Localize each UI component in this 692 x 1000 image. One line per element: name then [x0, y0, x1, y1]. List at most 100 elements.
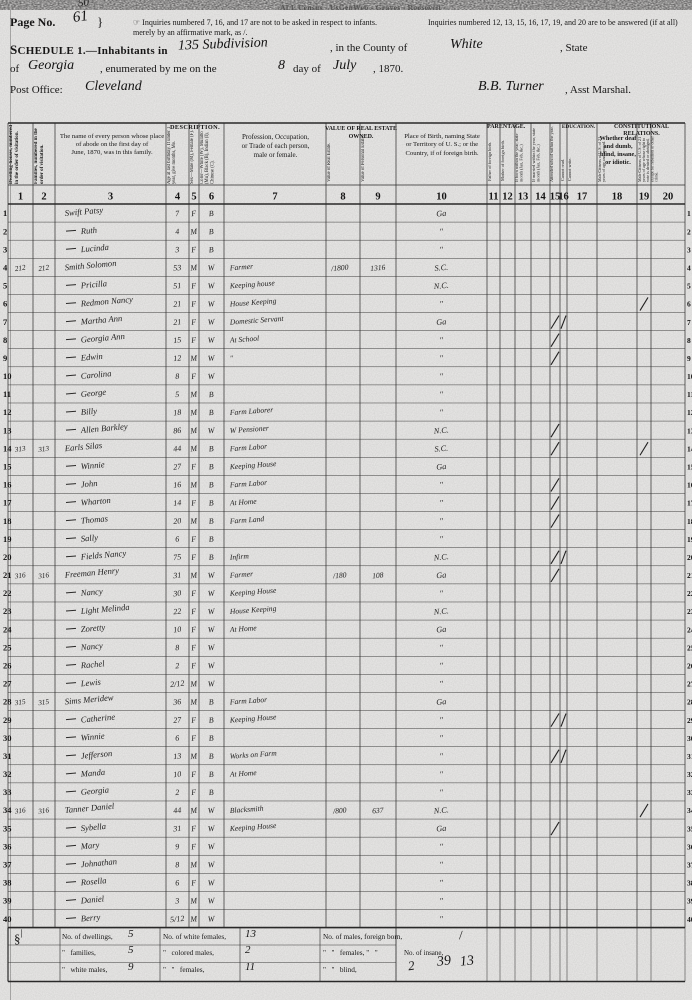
svg-text:25: 25: [3, 642, 12, 652]
svg-text:W: W: [207, 914, 216, 924]
svg-text:11: 11: [3, 389, 11, 399]
svg-text:F: F: [190, 462, 197, 472]
svg-text:31: 31: [3, 751, 12, 761]
svg-text:Billy: Billy: [80, 406, 97, 417]
svg-text:11: 11: [489, 192, 499, 203]
svg-text:20: 20: [3, 552, 12, 562]
svg-text:W: W: [207, 299, 216, 309]
svg-text:21: 21: [173, 299, 182, 309]
svg-text:8: 8: [175, 860, 180, 869]
svg-text:W: W: [207, 896, 216, 906]
svg-text:Works on Farm: Works on Farm: [230, 748, 278, 760]
svg-text:B: B: [208, 480, 214, 489]
svg-text:316: 316: [13, 570, 26, 581]
svg-text:M: M: [189, 444, 199, 454]
svg-text:House Keeping: House Keeping: [229, 296, 277, 308]
svg-text:108: 108: [372, 570, 384, 580]
svg-text:31: 31: [687, 752, 692, 761]
svg-text:Tanner Daniel: Tanner Daniel: [64, 801, 115, 815]
svg-text:3: 3: [108, 192, 113, 203]
svg-text:N.C.: N.C.: [432, 281, 449, 291]
svg-text:15: 15: [687, 463, 692, 472]
svg-text:": ": [439, 770, 444, 779]
svg-text:8: 8: [687, 336, 691, 345]
svg-text:2/12: 2/12: [170, 679, 185, 689]
svg-text:18: 18: [612, 192, 623, 203]
svg-text:F: F: [190, 715, 197, 725]
svg-text:22: 22: [3, 588, 12, 598]
svg-text:W: W: [207, 878, 216, 888]
svg-text:M: M: [189, 408, 199, 418]
svg-text:Farm Labor: Farm Labor: [229, 478, 268, 490]
svg-text:9: 9: [3, 353, 7, 363]
svg-text:B: B: [208, 516, 214, 525]
svg-text:2: 2: [3, 226, 7, 236]
svg-text:": ": [439, 390, 444, 399]
svg-text:": ": [439, 534, 444, 543]
svg-text:30: 30: [687, 734, 692, 743]
svg-text:M: M: [189, 426, 199, 436]
svg-text:22: 22: [173, 607, 182, 617]
svg-text:18: 18: [173, 408, 182, 418]
svg-text:W: W: [207, 824, 216, 834]
svg-text:": ": [439, 679, 444, 688]
svg-text:Sally: Sally: [80, 532, 98, 543]
svg-text:21: 21: [687, 571, 692, 580]
svg-text:7: 7: [3, 317, 8, 327]
svg-text:": ": [439, 589, 444, 598]
svg-text:16: 16: [173, 480, 182, 490]
svg-text:212: 212: [38, 263, 50, 273]
svg-text:M: M: [189, 806, 199, 816]
svg-text:F: F: [190, 625, 197, 635]
svg-text:F: F: [190, 770, 197, 780]
svg-text:316: 316: [37, 805, 50, 816]
svg-text:4: 4: [687, 264, 691, 273]
svg-text:14: 14: [535, 192, 546, 203]
svg-text:3: 3: [687, 245, 691, 254]
svg-text:8: 8: [3, 335, 7, 345]
svg-text:Keeping house: Keeping house: [229, 278, 276, 290]
svg-text:W: W: [207, 371, 216, 381]
svg-text:/1800: /1800: [330, 263, 349, 274]
svg-text:B: B: [208, 444, 214, 453]
svg-text:F: F: [190, 607, 197, 617]
svg-text:F: F: [190, 534, 197, 544]
svg-text:39: 39: [3, 896, 12, 906]
svg-text:W: W: [207, 263, 216, 273]
svg-text:15: 15: [3, 462, 12, 472]
svg-text:53: 53: [173, 263, 182, 273]
svg-text:86: 86: [173, 426, 182, 436]
svg-text:1: 1: [3, 208, 7, 218]
svg-text:F: F: [190, 553, 197, 563]
svg-text:Ga: Ga: [436, 625, 447, 635]
svg-text:": ": [439, 516, 444, 525]
svg-text:W: W: [207, 806, 216, 816]
svg-text:4: 4: [3, 263, 8, 273]
svg-text:N.C.: N.C.: [432, 805, 449, 815]
svg-text:Carolina: Carolina: [80, 368, 111, 381]
svg-text:M: M: [189, 227, 199, 237]
svg-text:F: F: [190, 209, 197, 219]
svg-text:11: 11: [687, 390, 692, 399]
svg-text:Earls Silas: Earls Silas: [63, 440, 103, 453]
svg-text:M: M: [189, 896, 199, 906]
svg-text:2: 2: [41, 192, 46, 203]
svg-text:Ga: Ga: [436, 209, 447, 219]
svg-text:W: W: [207, 661, 216, 671]
svg-text:Keeping House: Keeping House: [229, 586, 278, 598]
svg-text:W: W: [207, 625, 216, 635]
svg-text:5: 5: [175, 390, 180, 399]
svg-text:W: W: [207, 860, 216, 870]
svg-text:Georgia Ann: Georgia Ann: [80, 331, 125, 345]
svg-text:36: 36: [687, 842, 692, 851]
svg-text:George: George: [80, 387, 106, 399]
svg-text:B: B: [208, 788, 214, 797]
svg-text:": ": [439, 299, 444, 308]
svg-text:": ": [439, 354, 444, 363]
svg-text:27: 27: [173, 715, 183, 725]
svg-text:Ga: Ga: [436, 824, 447, 834]
svg-text:5: 5: [3, 281, 7, 291]
svg-text:51: 51: [173, 281, 182, 291]
svg-text:30: 30: [3, 733, 12, 743]
svg-text:House Keeping: House Keeping: [229, 604, 277, 616]
